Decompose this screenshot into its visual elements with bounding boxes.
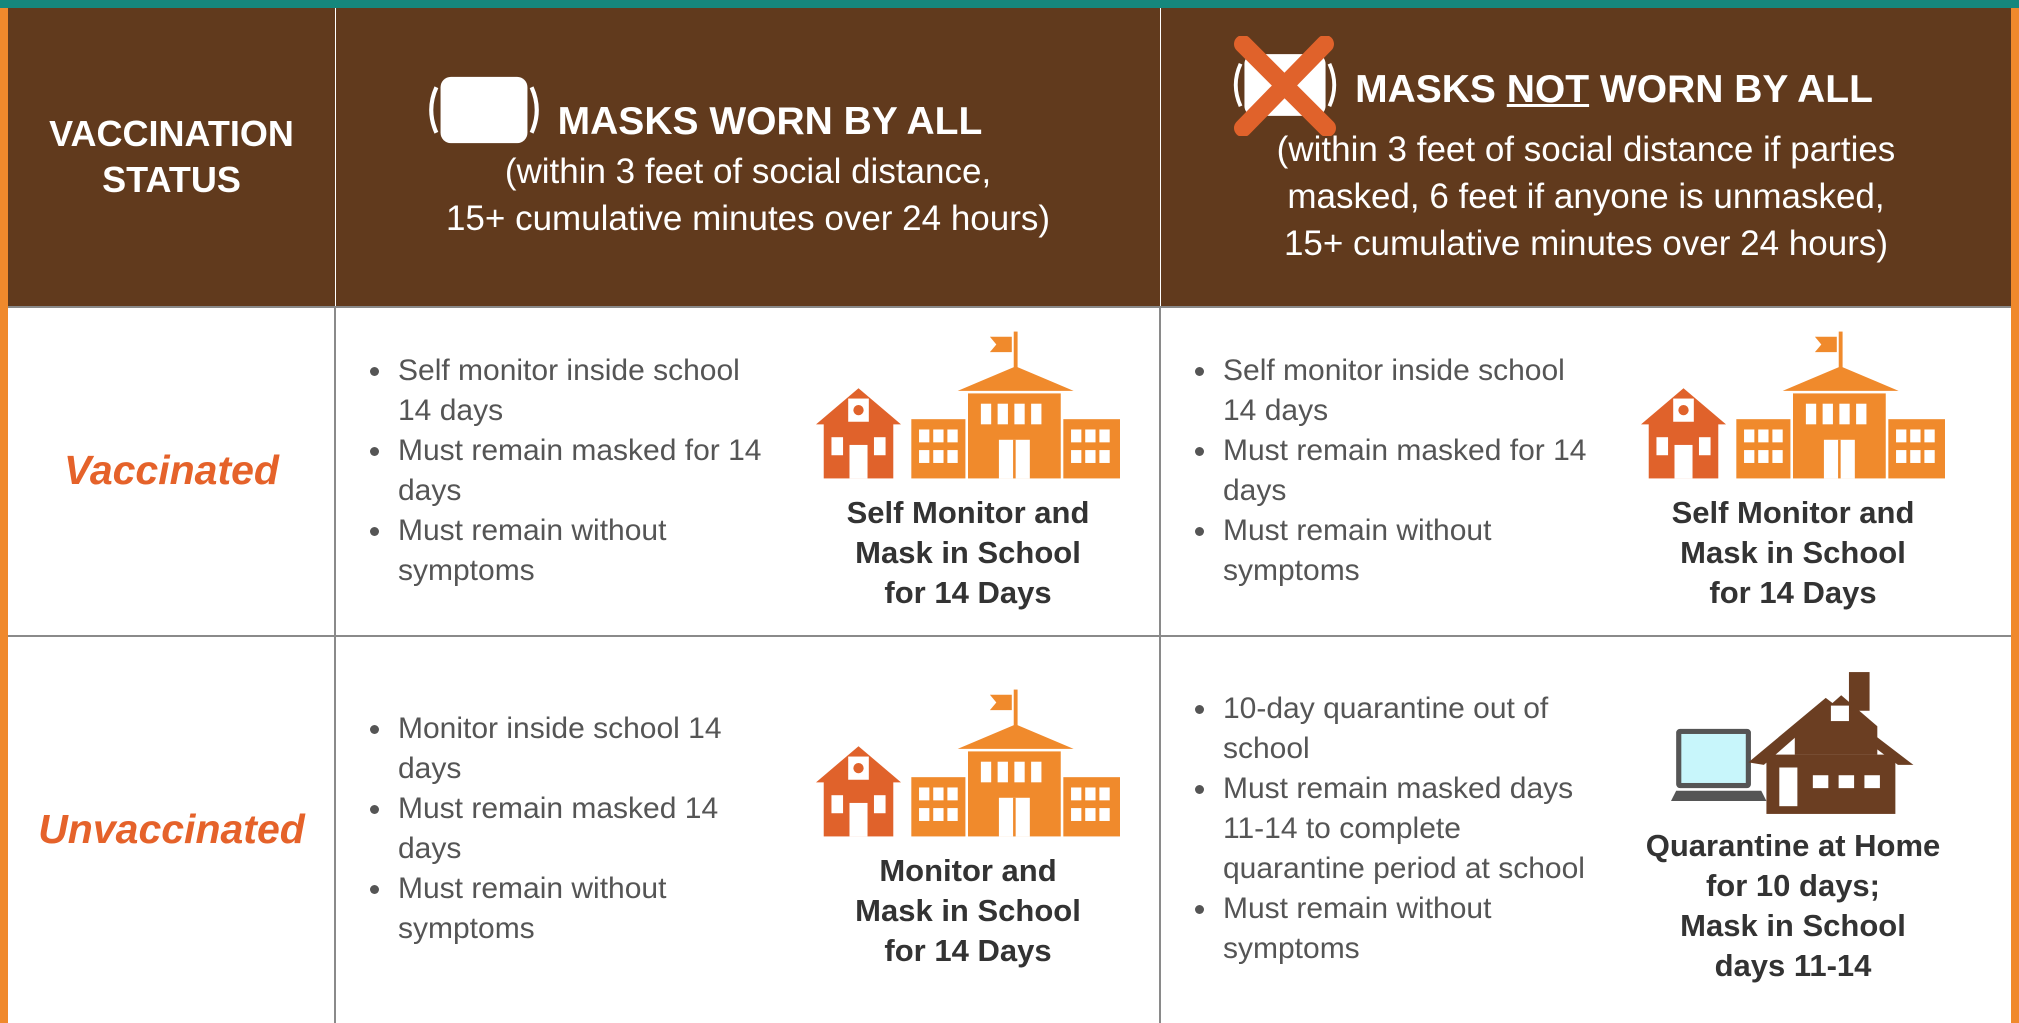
- mask-icon: [424, 72, 544, 148]
- caption-line: days 11-14: [1646, 946, 1941, 986]
- bullet: Self monitor inside school 14 days: [394, 351, 769, 431]
- masked-title-row: MASKS WORN BY ALL: [424, 72, 983, 148]
- caption-line: Quarantine at Home: [1646, 826, 1941, 866]
- bullet: Must remain without symptoms: [394, 869, 769, 949]
- caption-line: for 10 days;: [1646, 866, 1941, 906]
- column-divider: [1159, 306, 1161, 1023]
- bullet: Must remain masked for 14 days: [394, 431, 769, 511]
- subtitle-line: 15+ cumulative minutes over 24 hours): [1277, 220, 1896, 267]
- bullet-list: 10-day quarantine out of schoolMust rema…: [1197, 689, 1594, 969]
- caption-line: Mask in School: [1672, 533, 1915, 573]
- title-emphasis: NOT: [1507, 68, 1589, 111]
- unmasked-title-row: MASKS NOT WORN BY ALL: [1229, 36, 1873, 136]
- bullet: 10-day quarantine out of school: [1219, 689, 1594, 769]
- left-border: [0, 8, 8, 1023]
- home-icon: [1671, 672, 1916, 814]
- cell: Self monitor inside school 14 daysMust r…: [1161, 306, 2011, 635]
- caption-line: Mask in School: [1646, 906, 1941, 946]
- caption-line: Monitor and: [855, 851, 1081, 891]
- masked-subtitle: (within 3 feet of social distance, 15+ c…: [446, 148, 1050, 242]
- bullet: Must remain without symptoms: [1219, 889, 1594, 969]
- page: VACCINATION STATUS MASKS WORN BY ALL (wi…: [0, 0, 2019, 1023]
- cell: Self monitor inside school 14 daysMust r…: [336, 306, 1160, 635]
- header-divider: [335, 8, 336, 306]
- row-label: Unvaccinated: [8, 635, 335, 1023]
- right-border: [2011, 8, 2019, 1023]
- bullet-list: Self monitor inside school 14 daysMust r…: [372, 351, 769, 591]
- school-icon: [816, 329, 1120, 481]
- header-divider: [1160, 8, 1161, 306]
- row-label: Vaccinated: [8, 306, 335, 635]
- title-part: WORN BY ALL: [1589, 68, 1873, 111]
- school-icon: [1641, 329, 1945, 481]
- caption-line: Mask in School: [847, 533, 1090, 573]
- caption-line: Self Monitor and: [1672, 493, 1915, 533]
- caption-line: Mask in School: [855, 891, 1081, 931]
- school-icon: [816, 687, 1120, 839]
- title-part: MASKS: [1355, 68, 1507, 111]
- cell: 10-day quarantine out of schoolMust rema…: [1161, 635, 2011, 1023]
- header-masked: MASKS WORN BY ALL (within 3 feet of soci…: [336, 8, 1160, 306]
- subtitle-line: masked, 6 feet if anyone is unmasked,: [1277, 173, 1896, 220]
- top-border: [0, 0, 2019, 8]
- bullet: Must remain masked days 11-14 to complet…: [1219, 769, 1594, 889]
- status-line: VACCINATION: [49, 111, 294, 157]
- cell: Monitor inside school 14 daysMust remain…: [336, 635, 1160, 1023]
- bullet: Must remain without symptoms: [394, 511, 769, 591]
- status-line: STATUS: [49, 157, 294, 203]
- unmasked-title: MASKS NOT WORN BY ALL: [1355, 68, 1873, 112]
- bullet: Monitor inside school 14 days: [394, 709, 769, 789]
- status-label: VACCINATION STATUS: [49, 111, 294, 203]
- bullet: Self monitor inside school 14 days: [1219, 351, 1594, 431]
- subtitle-line: (within 3 feet of social distance,: [446, 148, 1050, 195]
- caption-line: Self Monitor and: [847, 493, 1090, 533]
- header-unmasked: MASKS NOT WORN BY ALL (within 3 feet of …: [1161, 8, 2011, 306]
- caption-line: for 14 Days: [847, 573, 1090, 613]
- bullet: Must remain without symptoms: [1219, 511, 1594, 591]
- header-status: VACCINATION STATUS: [8, 8, 335, 306]
- column-divider: [334, 306, 336, 1023]
- caption-line: for 14 Days: [1672, 573, 1915, 613]
- subtitle-line: (within 3 feet of social distance if par…: [1277, 126, 1896, 173]
- bullet-list: Self monitor inside school 14 daysMust r…: [1197, 351, 1594, 591]
- subtitle-line: 15+ cumulative minutes over 24 hours): [446, 195, 1050, 242]
- bullet: Must remain masked for 14 days: [1219, 431, 1594, 511]
- no-mask-icon: [1229, 36, 1341, 136]
- unmasked-subtitle: (within 3 feet of social distance if par…: [1277, 126, 1896, 267]
- bullet: Must remain masked 14 days: [394, 789, 769, 869]
- bullet-list: Monitor inside school 14 daysMust remain…: [372, 709, 769, 949]
- masked-title: MASKS WORN BY ALL: [558, 100, 983, 144]
- caption-line: for 14 Days: [855, 931, 1081, 971]
